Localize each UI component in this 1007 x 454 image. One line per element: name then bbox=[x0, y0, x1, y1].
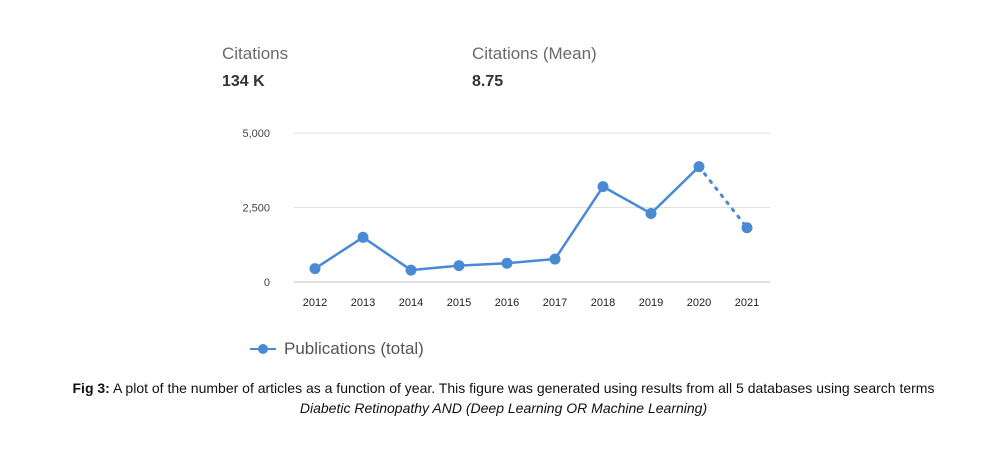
chart-legend: Publications (total) bbox=[250, 339, 424, 359]
series-publications bbox=[309, 161, 753, 276]
caption-text: A plot of the number of articles as a fu… bbox=[109, 380, 935, 396]
citations-mean-value: 8.75 bbox=[472, 73, 504, 90]
data-point bbox=[597, 181, 609, 193]
legend-marker-icon bbox=[250, 341, 276, 357]
data-point bbox=[357, 231, 369, 243]
x-tick-label: 2014 bbox=[399, 297, 423, 309]
citations-label: Citations bbox=[222, 44, 289, 63]
series-line-projected bbox=[697, 165, 749, 230]
x-tick-label: 2018 bbox=[591, 297, 615, 309]
y-tick-label: 5,000 bbox=[242, 128, 270, 140]
figure-caption: Fig 3: A plot of the number of articles … bbox=[60, 378, 947, 418]
data-point bbox=[405, 264, 417, 276]
data-point bbox=[501, 257, 513, 269]
data-point bbox=[645, 207, 657, 219]
data-point bbox=[741, 222, 753, 234]
x-tick-label: 2015 bbox=[447, 297, 471, 309]
citations-mean-stat: Citations (Mean) 8.75 bbox=[472, 44, 597, 91]
data-point bbox=[549, 253, 561, 265]
citations-mean-label: Citations (Mean) bbox=[472, 44, 597, 63]
legend-label: Publications (total) bbox=[284, 339, 424, 358]
x-axis-ticks: 2012 2013 2014 2015 2016 2017 2018 2019 2020 2021 bbox=[303, 297, 759, 309]
caption-label: Fig 3: bbox=[72, 380, 110, 396]
x-tick-label: 2021 bbox=[735, 297, 759, 309]
y-tick-label: 2,500 bbox=[242, 203, 270, 215]
x-tick-label: 2013 bbox=[351, 297, 375, 309]
y-axis-ticks: 5,000 2,500 0 bbox=[242, 128, 270, 289]
series-line-solid bbox=[314, 165, 700, 272]
x-tick-label: 2019 bbox=[639, 297, 663, 309]
x-tick-label: 2012 bbox=[303, 297, 327, 309]
publications-line-chart: 5,000 2,500 0 2012 2013 2014 2015 2016 2017 2018… bbox=[242, 128, 770, 309]
data-point bbox=[693, 161, 705, 173]
chart-gridlines bbox=[294, 132, 770, 283]
y-tick-label: 0 bbox=[264, 277, 270, 289]
x-tick-label: 2020 bbox=[687, 297, 711, 309]
citations-stat: Citations 134 K bbox=[222, 44, 288, 91]
citations-value: 134 K bbox=[222, 73, 265, 90]
x-tick-label: 2017 bbox=[543, 297, 567, 309]
caption-search-terms: Diabetic Retinopathy AND (Deep Learning … bbox=[299, 400, 708, 416]
x-tick-label: 2016 bbox=[495, 297, 519, 309]
data-point bbox=[453, 260, 465, 272]
data-point bbox=[309, 263, 321, 275]
